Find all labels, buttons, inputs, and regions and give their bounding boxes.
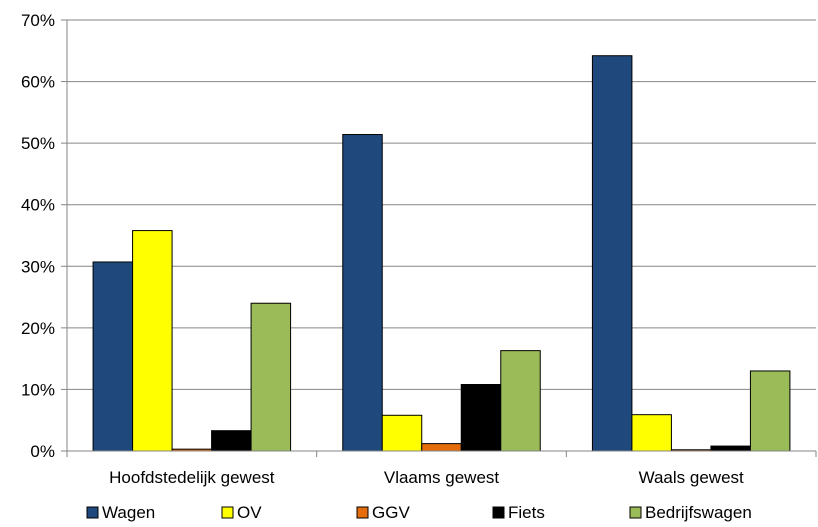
legend-label-wagen: Wagen (102, 503, 155, 522)
bar-ov-2 (381, 414, 423, 452)
x-axis-category-labels: Hoofdstedelijk gewest Vlaams gewest Waals … (109, 468, 744, 487)
y-tick-label: 40% (21, 196, 55, 215)
gridlines (67, 19, 816, 390)
y-tick-label: 50% (21, 134, 55, 153)
y-tick-label: 10% (21, 380, 55, 399)
legend-swatch-bedrijfswagen (629, 506, 642, 519)
legend-swatch-ggv (356, 506, 369, 519)
bar-wagen-1 (92, 261, 134, 452)
x-category-label: Waals gewest (639, 468, 744, 487)
bars (92, 55, 791, 452)
bar-fiets-1 (211, 430, 252, 452)
x-category-label: Vlaams gewest (384, 468, 500, 487)
legend-swatch-ov (221, 506, 234, 519)
bar-fiets-2 (460, 384, 502, 452)
bar-bedrijfswagen-3 (749, 370, 791, 452)
y-tick-label: 0% (30, 442, 55, 461)
bar-bedrijfswagen-2 (500, 350, 541, 452)
legend: Wagen OV GGV Fiets Bedrijfswagen (86, 503, 752, 522)
bar-bedrijfswagen-1 (250, 302, 292, 452)
bar-ggv-2 (421, 443, 462, 452)
legend-swatch-fiets (492, 506, 505, 519)
bar-ov-3 (631, 414, 672, 452)
legend-label-ggv: GGV (372, 503, 410, 522)
legend-label-fiets: Fiets (508, 503, 545, 522)
bar-fiets-3 (710, 445, 751, 452)
y-tick-label: 70% (21, 11, 55, 30)
y-axis-tick-labels: 0% 10% 20% 30% 40% 50% 60% 70% (21, 11, 55, 461)
y-tick-label: 60% (21, 73, 55, 92)
axes (61, 19, 817, 457)
legend-swatch-wagen (86, 506, 99, 519)
x-category-label: Hoofdstedelijk gewest (109, 468, 275, 487)
y-tick-label: 20% (21, 319, 55, 338)
bar-ov-1 (132, 230, 173, 452)
legend-label-bedrijfswagen: Bedrijfswagen (645, 503, 752, 522)
legend-label-ov: OV (237, 503, 262, 522)
y-tick-label: 30% (21, 257, 55, 276)
bar-wagen-2 (342, 134, 383, 452)
bar-wagen-3 (591, 55, 633, 452)
